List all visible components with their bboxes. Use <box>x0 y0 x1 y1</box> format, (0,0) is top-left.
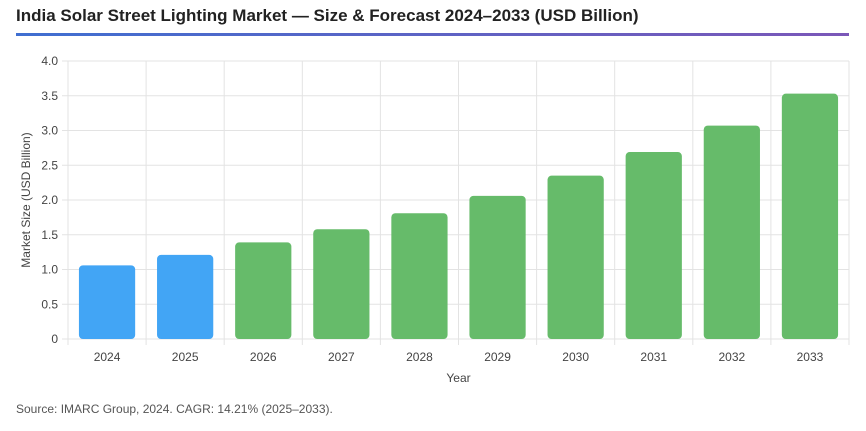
x-tick-label: 2027 <box>328 350 355 364</box>
x-tick-label: 2026 <box>250 350 277 364</box>
y-tick-label: 1.5 <box>41 228 58 242</box>
bar-2026 <box>235 242 292 339</box>
y-tick-label: 0.5 <box>41 297 58 311</box>
y-tick-label: 3.0 <box>41 124 58 138</box>
bar-2031 <box>625 152 682 339</box>
y-tick-label: 3.5 <box>41 89 58 103</box>
source-note: Source: IMARC Group, 2024. CAGR: 14.21% … <box>16 402 333 416</box>
x-tick-label: 2024 <box>94 350 121 364</box>
y-tick-label: 2.0 <box>41 193 58 207</box>
chart-title: India Solar Street Lighting Market — Siz… <box>16 6 639 25</box>
bar-2033 <box>781 93 839 339</box>
y-axis-ticks: 0 0.5 1.0 1.5 2.0 2.5 3.0 3.5 4.0 <box>41 54 58 346</box>
title-underline <box>16 33 849 36</box>
bar-2030 <box>547 175 604 339</box>
bars <box>78 93 839 339</box>
y-tick-label: 1.0 <box>41 263 58 277</box>
x-tick-label: 2029 <box>484 350 511 364</box>
bar-2028 <box>391 213 448 339</box>
x-tick-label: 2032 <box>718 350 745 364</box>
y-tick-label: 4.0 <box>41 54 58 68</box>
x-axis-ticks: 2024 2025 2026 2027 2028 2029 2030 2031 2032 2033 <box>94 350 824 364</box>
bar-2032 <box>703 125 760 339</box>
x-tick-label: 2028 <box>406 350 433 364</box>
bar-2027 <box>313 229 370 339</box>
y-axis-title: Market Size (USD Billion) <box>19 132 33 267</box>
x-tick-label: 2025 <box>172 350 199 364</box>
x-tick-label: 2031 <box>640 350 667 364</box>
x-tick-label: 2033 <box>797 350 824 364</box>
x-axis-title: Year <box>446 371 470 385</box>
bar-2025 <box>157 254 214 339</box>
y-tick-label: 2.5 <box>41 158 58 172</box>
bar-chart: 00.51.01.52.02.53.03.54.0 2024 2025 2026 20… <box>19 54 850 385</box>
y-tick-label: 0 <box>51 332 58 346</box>
grid-lines <box>62 60 850 345</box>
x-tick-label: 2030 <box>562 350 589 364</box>
bar-2029 <box>469 195 526 339</box>
bar-2024 <box>78 265 136 339</box>
